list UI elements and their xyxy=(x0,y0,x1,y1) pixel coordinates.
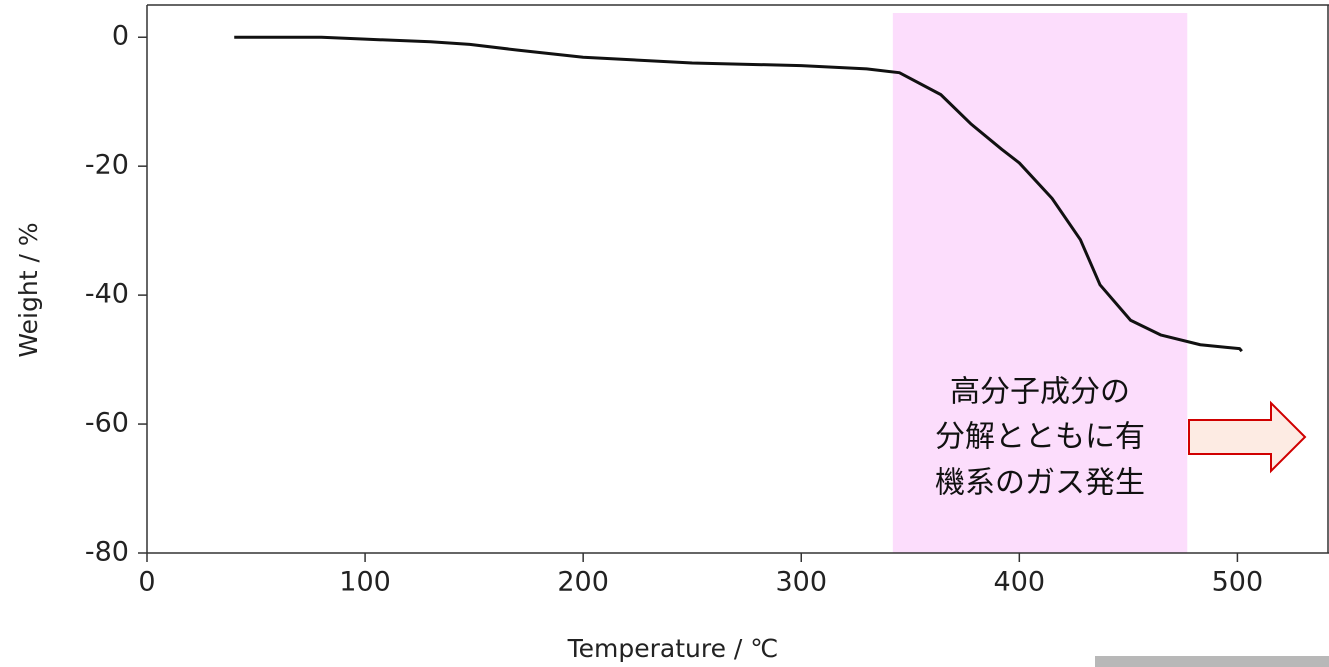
data-line xyxy=(234,35,1243,353)
arrow xyxy=(1188,400,1307,474)
photo-thumbnail xyxy=(1095,656,1329,667)
y-axis-label: Weight / % xyxy=(14,222,43,357)
y-tick-label: -80 xyxy=(85,537,129,568)
x-tick-label: 300 xyxy=(775,567,827,598)
highlight-region xyxy=(892,13,1188,553)
y-tick-label: -60 xyxy=(85,408,129,439)
x-tick-label: 0 xyxy=(138,567,155,598)
annotation: 高分子成分の xyxy=(950,375,1130,410)
x-axis-label: Temperature / ℃ xyxy=(567,634,779,663)
annotation: 分解とともに有 xyxy=(935,420,1145,455)
y-tick-label: 0 xyxy=(112,21,129,52)
x-tick-label: 400 xyxy=(994,567,1046,598)
y-tick-label: -40 xyxy=(85,279,129,310)
x-tick-label: 500 xyxy=(1212,567,1264,598)
y-tick-label: -20 xyxy=(85,150,129,181)
background-layer xyxy=(892,13,1188,553)
x-tick-label: 100 xyxy=(339,567,391,598)
x-tick-label: 200 xyxy=(557,567,609,598)
annotation: 機系のガス発生 xyxy=(935,466,1145,501)
